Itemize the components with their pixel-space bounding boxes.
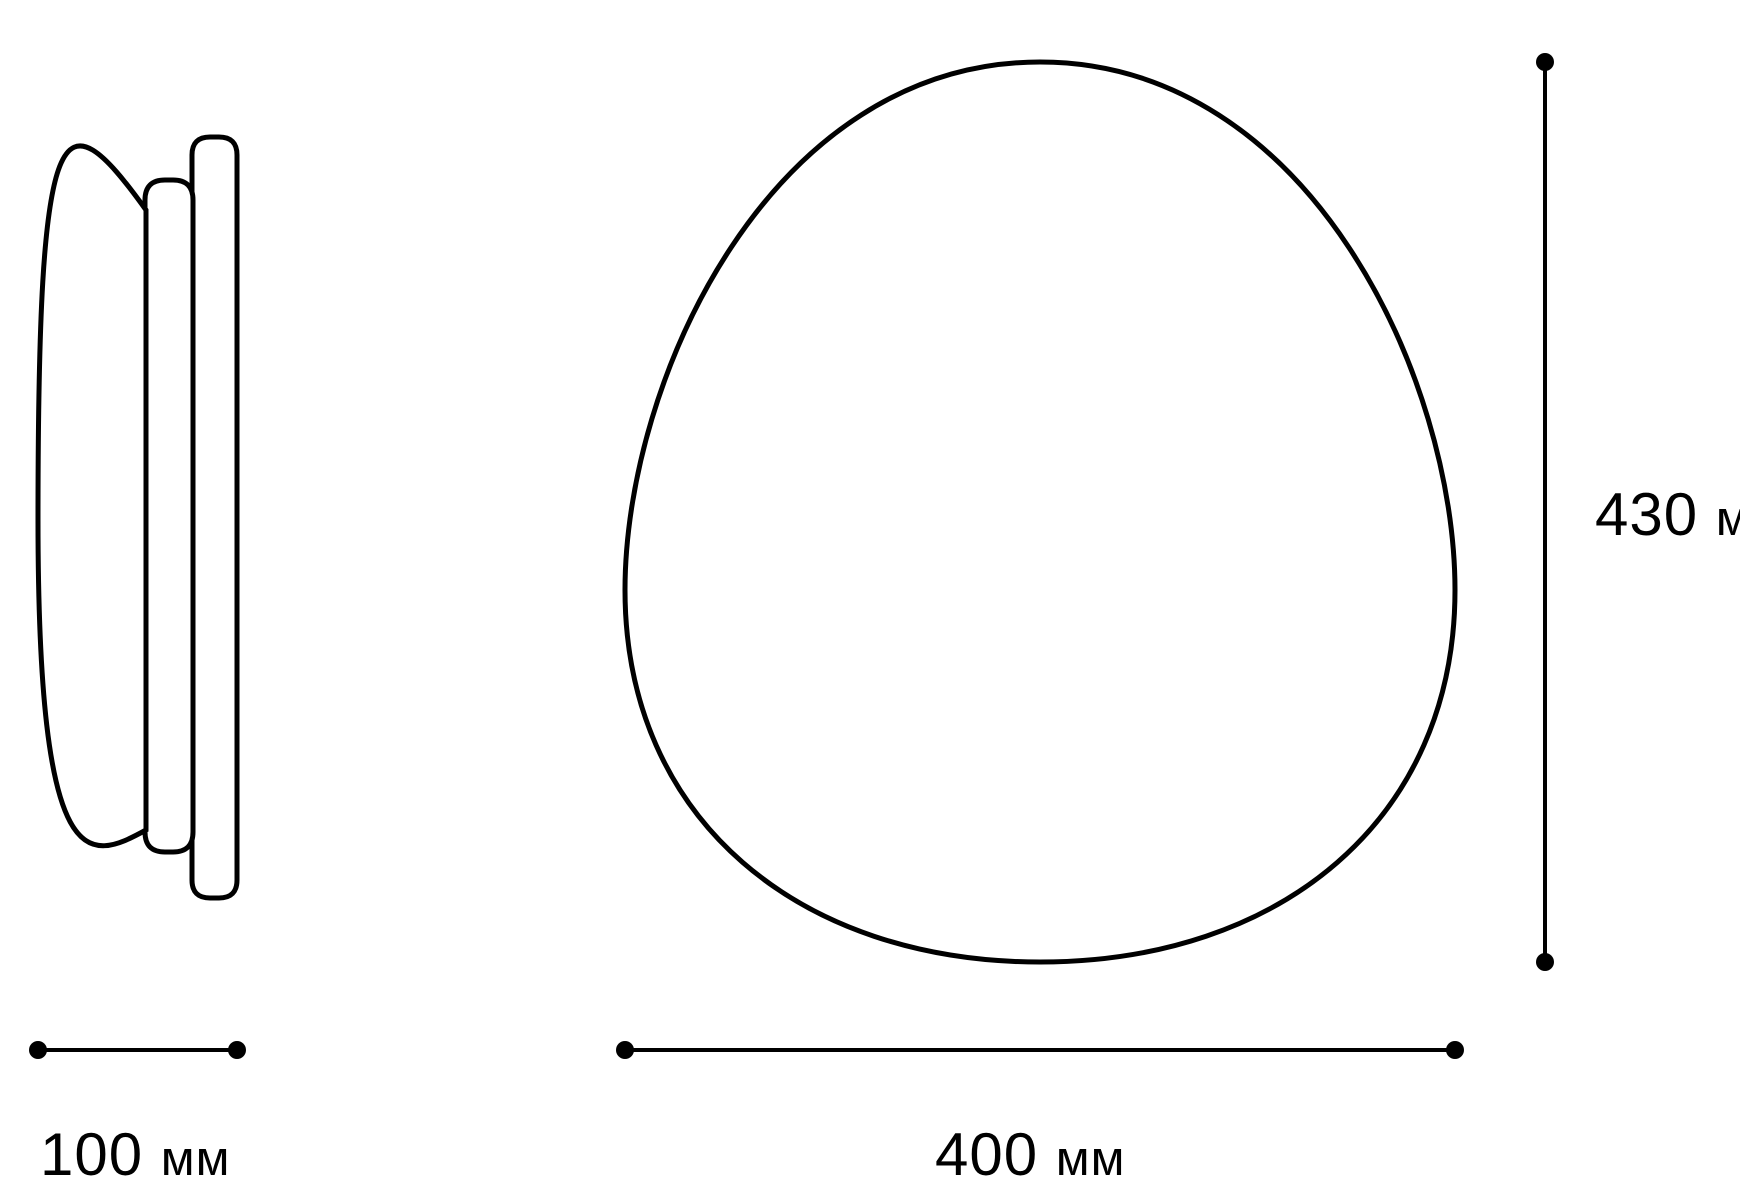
dim-depth-value: 100 [40, 1121, 143, 1188]
dim-depth-dot-right [228, 1041, 246, 1059]
dim-depth-label: 100 мм [40, 1120, 230, 1189]
dim-height-label: 430 мм [1595, 480, 1740, 549]
dimension-lines [0, 0, 1740, 1196]
dim-width-dot-left [616, 1041, 634, 1059]
dim-width-value: 400 [935, 1121, 1038, 1188]
dim-depth-dot-left [29, 1041, 47, 1059]
dim-height-value: 430 [1595, 481, 1698, 548]
dim-depth-unit: мм [161, 1131, 231, 1186]
dim-height-dot-top [1536, 53, 1554, 71]
dim-width-dot-right [1446, 1041, 1464, 1059]
dim-height-dot-bottom [1536, 953, 1554, 971]
diagram-stage: 100 мм 400 мм 430 мм [0, 0, 1740, 1196]
dim-width-label: 400 мм [935, 1120, 1125, 1189]
dim-height-unit: мм [1716, 491, 1740, 546]
dim-width-unit: мм [1056, 1131, 1126, 1186]
